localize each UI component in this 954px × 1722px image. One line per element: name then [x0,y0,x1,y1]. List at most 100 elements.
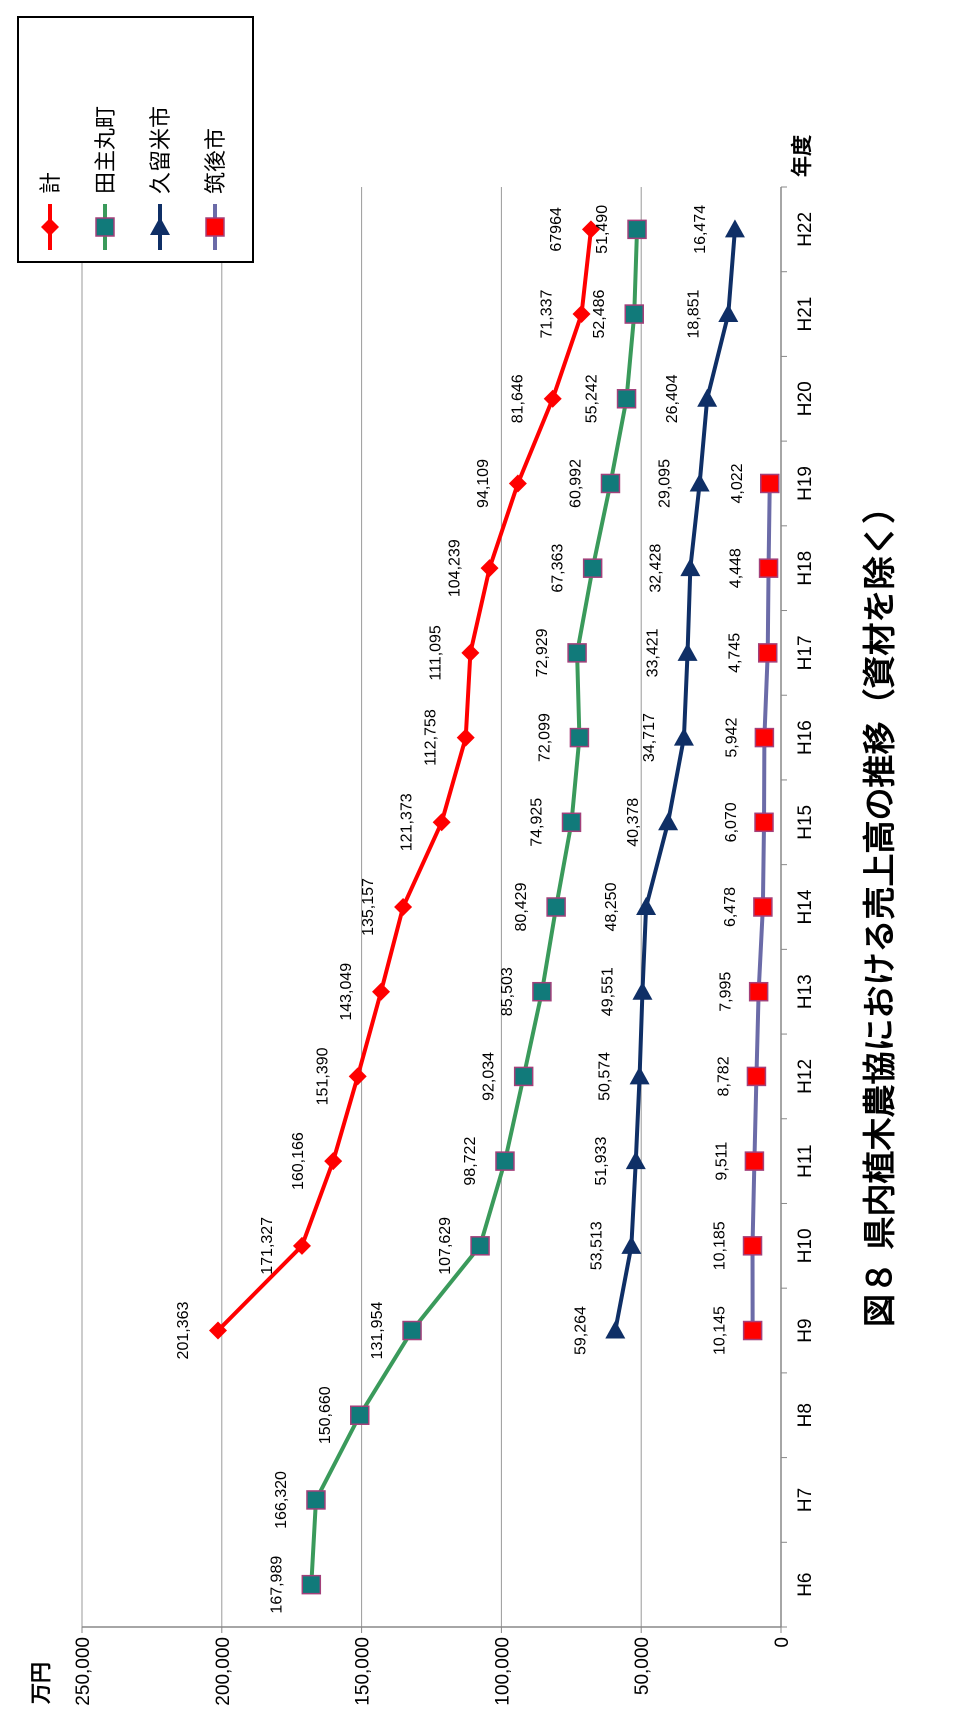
data-point [753,897,773,917]
data-point [582,558,603,578]
legend-marker [41,218,59,236]
data-label: 67,363 [550,544,567,593]
data-point [621,1235,642,1254]
y-tick-label: 100,000 [492,1637,513,1706]
data-label: 166,320 [273,1471,290,1529]
data-point [636,897,657,915]
data-label: 49,551 [599,967,616,1016]
data-point [402,1320,422,1341]
data-label: 74,925 [529,798,546,847]
x-tick-label: H17 [795,635,816,670]
data-label: 18,851 [685,289,702,338]
data-label: 98,722 [462,1137,479,1186]
data-point [742,1236,763,1256]
data-label: 107,629 [437,1217,454,1275]
x-tick-label: H9 [795,1318,816,1342]
data-point [532,981,552,1002]
data-point [689,473,710,492]
data-label: 59,264 [572,1306,589,1355]
x-tick-label: H8 [795,1403,816,1427]
data-label: 92,034 [481,1052,498,1101]
data-point [697,388,718,407]
legend-label: 久留米市 [149,106,174,194]
data-label: 81,646 [510,374,527,423]
legend-marker [95,217,115,237]
data-label: 32,428 [647,544,664,593]
y-axis-unit: 万円 [29,1662,53,1705]
data-point [561,812,582,833]
data-label: 5,942 [723,717,740,757]
y-tick-label: 0 [772,1637,793,1648]
data-point [372,982,391,1001]
data-label: 10,185 [712,1221,729,1270]
data-label: 72,929 [534,628,551,677]
data-point [748,981,769,1002]
x-tick-label: H21 [795,297,816,332]
data-label: 85,503 [499,967,516,1016]
x-tick-label: H13 [795,974,816,1009]
data-label: 151,390 [315,1047,332,1105]
data-label: 112,758 [423,709,440,766]
data-point [758,558,779,578]
data-label: 53,513 [588,1221,605,1270]
series-layer [208,219,780,1595]
legend-box [17,16,254,263]
data-label: 26,404 [664,374,681,423]
data-point [543,389,562,408]
x-tick-label: H14 [795,889,816,924]
series-line [613,229,737,1331]
data-label: 160,166 [290,1132,307,1190]
x-tick-label: H11 [795,1144,816,1177]
data-label: 135,157 [360,878,377,936]
plot-area [82,187,781,1627]
data-label: 16,474 [692,205,709,254]
data-label: 6,478 [722,887,739,927]
data-point [754,812,774,833]
data-point [456,728,475,747]
data-point [301,1574,322,1595]
data-labels: 201,363 171,327 160,166 151,390 143,049 135,1… [175,205,746,1614]
x-tick-label: H10 [795,1228,816,1263]
data-point [724,219,745,238]
data-point [632,981,653,1000]
data-label: 51,490 [594,205,611,254]
data-point [513,1066,534,1087]
legend-label: 筑後市 [204,128,229,194]
legend-label: 田主丸町 [94,106,119,194]
x-tick-label: H18 [795,551,816,586]
data-point [470,1236,490,1256]
data-point [718,304,739,323]
data-point [673,727,694,746]
data-point [760,473,780,494]
data-label: 171,327 [259,1217,276,1275]
x-tick-label: H15 [795,805,816,840]
data-point [624,304,644,324]
data-label: 111,095 [427,625,444,681]
data-point [629,1066,650,1085]
data-label: 143,049 [338,963,355,1021]
data-point [581,220,600,239]
data-point [567,643,587,663]
data-label: 201,363 [175,1302,192,1360]
data-point [742,1320,763,1341]
data-point [569,727,590,748]
data-label: 94,109 [475,459,492,508]
data-point [495,1151,515,1171]
data-label: 121,373 [399,793,416,851]
data-label: 60,992 [567,459,584,508]
data-label: 72,099 [536,713,553,762]
data-point [627,219,647,240]
axes: 0 50,000 100,000 150,000 200,000 250,000 H6 H7 H… [73,186,816,1706]
data-point [605,1320,626,1339]
data-point [480,559,499,578]
data-label: 51,933 [593,1137,610,1186]
y-tick-label: 50,000 [632,1637,653,1695]
data-point [677,642,698,661]
x-tick-label: H19 [795,466,816,501]
data-label: 6,070 [723,802,740,842]
data-label: 40,378 [625,798,642,847]
data-label: 4,745 [727,633,744,673]
data-label: 55,242 [584,374,601,423]
data-label: 29,095 [657,459,674,508]
